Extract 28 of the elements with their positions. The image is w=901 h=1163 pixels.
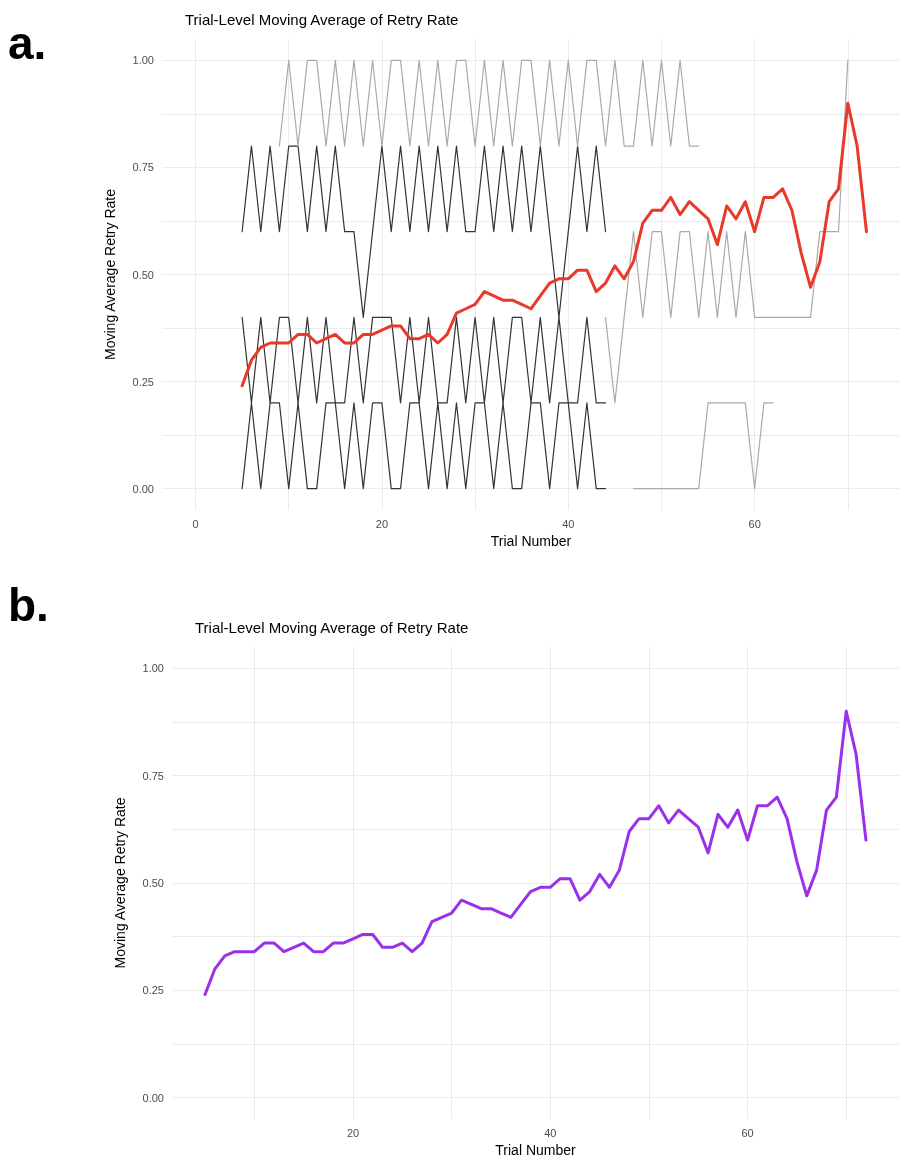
y-tick-label: 0.50	[132, 268, 154, 281]
text: a.	[8, 17, 47, 69]
x-tick-label: 20	[346, 1126, 360, 1139]
chart-title: Trial-Level Moving Average of Retry Rate	[185, 11, 459, 28]
line-series	[240, 101, 868, 388]
line-series	[604, 59, 849, 404]
x-axis-title: Trial Number	[490, 532, 572, 549]
y-tick-label: 0.25	[132, 375, 154, 388]
x-axis-title: Trial Number	[495, 1141, 577, 1158]
text: b.	[8, 579, 49, 631]
x-tick-label: 60	[748, 517, 761, 530]
y-tick-label: 0.75	[132, 161, 154, 174]
x-tick-label: 60	[741, 1126, 754, 1139]
x-tick-label: 20	[375, 517, 389, 530]
y-tick-label: 0.25	[142, 984, 164, 997]
y-axis-title: Moving Average Retry Rate	[102, 188, 118, 360]
y-tick-label: 0.50	[142, 877, 164, 889]
x-tick-label: 40	[544, 1126, 557, 1139]
y-tick-label: 1.00	[142, 662, 164, 675]
y-tick-label: 1.00	[132, 54, 154, 67]
y-tick-label: 0.00	[132, 482, 154, 495]
line-series	[203, 709, 868, 997]
y-tick-label: 0.75	[142, 769, 164, 782]
x-tick-label: 40	[562, 517, 575, 530]
chart-title: Trial-Level Moving Average of Retry Rate	[195, 619, 469, 636]
x-tick-label: 0	[192, 517, 199, 530]
y-axis-title: Moving Average Retry Rate	[112, 797, 128, 969]
y-tick-label: 0.00	[142, 1091, 164, 1104]
